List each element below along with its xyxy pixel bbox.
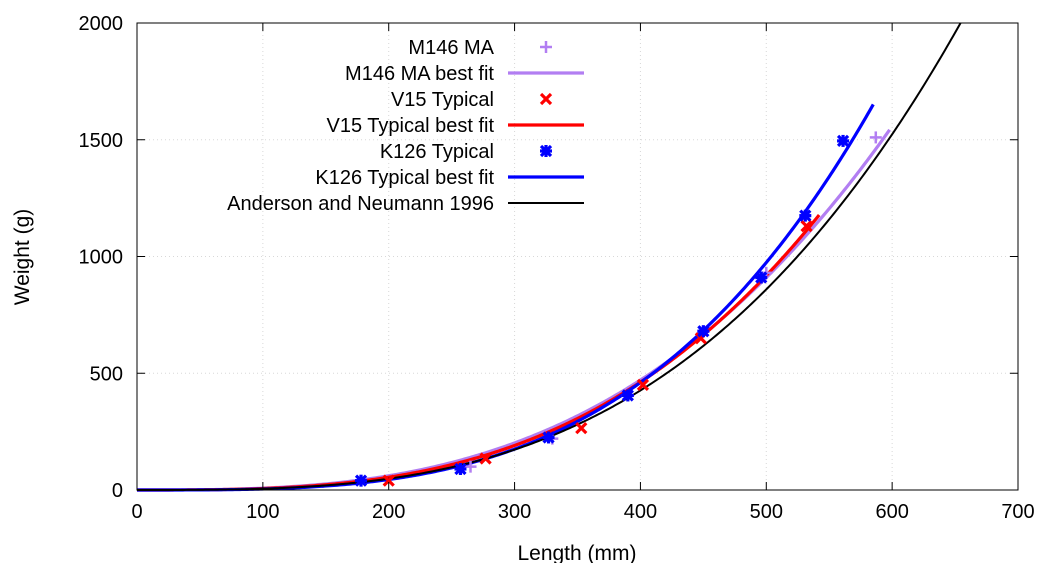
data-point [636,378,650,392]
legend-label: K126 Typical [380,141,494,163]
x-tick-label: 300 [498,501,531,523]
legend-marker-swatch [539,144,553,158]
grid [137,23,1018,490]
data-point [464,460,477,473]
legend: M146 MA M146 MA best fit V15 Typical V15 Ty… [227,37,584,215]
data-point [382,474,395,487]
x-tick-label: 700 [1001,501,1034,523]
data-point [755,271,768,284]
legend-label: Anderson and Neumann 1996 [227,193,494,215]
legend-label: M146 MA [408,37,494,59]
legend-label: V15 Typical best fit [327,115,495,137]
legend-label: M146 MA best fit [345,63,494,85]
y-axis-label: Weight (g) [11,209,34,305]
legend-marker-swatch [540,41,552,53]
axis-ticks [136,22,1019,491]
data-point [542,431,555,444]
y-tick-label: 0 [112,480,123,502]
tick-labels: 0 100 200 300 400 500 600 700 0 500 1000 1500 2000 [79,13,1035,523]
data-point [836,134,850,148]
y-tick-label: 1000 [79,247,124,269]
data-point [621,389,634,402]
legend-label: V15 Typical [391,89,494,111]
data-point [354,474,368,487]
data-point [454,462,467,476]
legend-marker-swatch [539,92,553,106]
x-tick-label: 500 [750,501,783,523]
data-point [799,209,812,222]
y-tick-label: 1500 [79,130,124,152]
fit-line [137,128,891,492]
fit-line [137,103,875,492]
x-tick-label: 0 [131,501,142,523]
fit-line [137,214,821,492]
data-point [697,325,710,338]
x-tick-label: 400 [624,501,657,523]
series-points [354,131,882,487]
data-point [800,220,813,233]
y-tick-label: 2000 [79,13,124,35]
x-tick-label: 100 [246,501,279,523]
x-tick-label: 600 [875,501,908,523]
legend-label: K126 Typical best fit [315,167,494,189]
x-axis-label: Length (mm) [517,542,636,563]
y-tick-label: 500 [90,363,123,385]
data-point [479,452,492,465]
data-point [869,131,882,144]
data-point [575,421,588,435]
x-tick-label: 200 [372,501,405,523]
